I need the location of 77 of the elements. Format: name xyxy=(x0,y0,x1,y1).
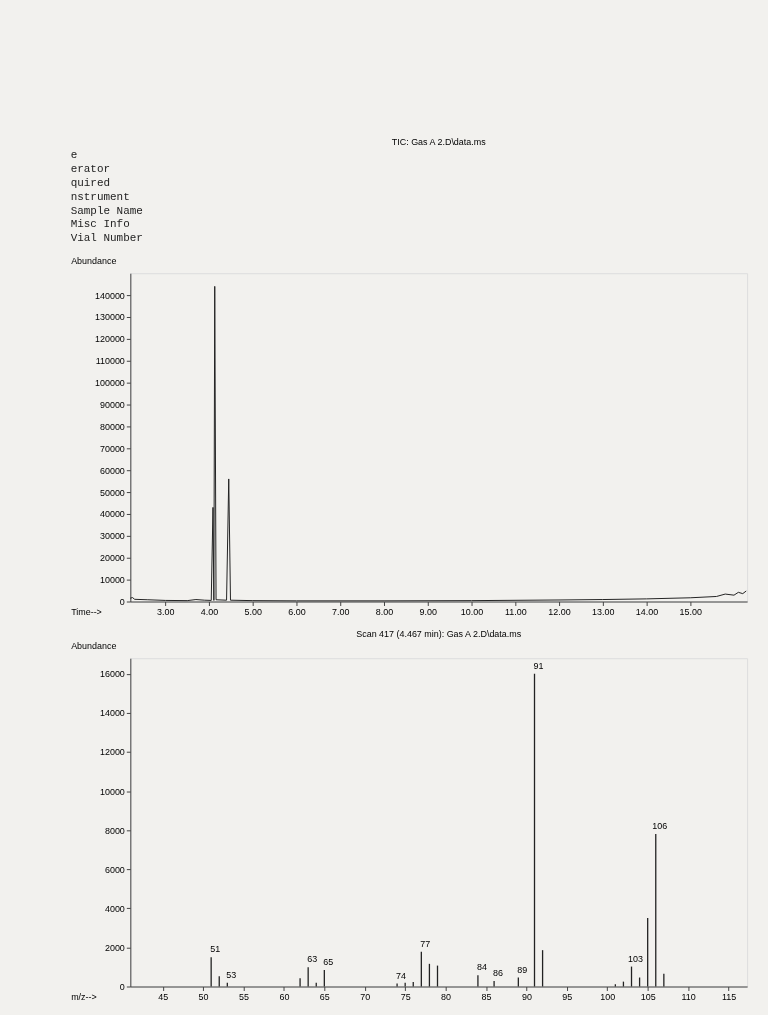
text: 53 xyxy=(226,969,237,980)
x-axis-title: m/z--> xyxy=(71,991,97,1002)
text: erator xyxy=(70,162,111,175)
x-tick-label: 95 xyxy=(562,991,573,1002)
x-tick-label: 7.00 xyxy=(332,606,350,617)
x-tick-label: 8.00 xyxy=(375,606,394,617)
y-tick-label: 0 xyxy=(119,596,125,607)
x-tick-label: 3.00 xyxy=(157,606,175,617)
y-tick-label: 90000 xyxy=(99,400,125,411)
chart-title: Scan 417 (4.467 min): Gas A 2.D\data.ms xyxy=(356,629,522,640)
text: 89 xyxy=(517,964,528,975)
text: 84 xyxy=(476,962,487,973)
y-tick-label: 60000 xyxy=(99,465,125,476)
text: Sample Name xyxy=(70,204,143,217)
x-tick-label: 55 xyxy=(239,991,249,1002)
x-tick-label: 85 xyxy=(481,991,492,1002)
text: 65 xyxy=(323,956,334,967)
text: 77 xyxy=(420,938,431,949)
y-tick-label: 4000 xyxy=(104,903,125,914)
y-tick-label: 40000 xyxy=(99,509,125,520)
x-tick-label: 4.00 xyxy=(200,606,219,617)
text: Vial Number xyxy=(70,232,143,245)
y-tick-label: 10000 xyxy=(99,575,125,586)
y-tick-label: 70000 xyxy=(99,443,125,454)
y-axis-title: Abundance xyxy=(71,255,117,266)
y-tick-label: 10000 xyxy=(99,786,125,797)
y-axis-title: Abundance xyxy=(71,640,117,651)
x-tick-label: 45 xyxy=(158,991,169,1002)
x-tick-label: 14.00 xyxy=(635,606,659,617)
x-tick-label: 12.00 xyxy=(548,606,571,617)
text: 91 xyxy=(533,660,544,671)
text: 63 xyxy=(307,954,318,965)
text: nstrument xyxy=(70,190,130,203)
text: e xyxy=(70,148,78,161)
x-tick-label: 9.00 xyxy=(419,606,437,617)
x-tick-label: 80 xyxy=(441,991,452,1002)
x-tick-label: 100 xyxy=(600,991,616,1002)
x-tick-label: 11.00 xyxy=(504,606,527,617)
y-tick-label: 8000 xyxy=(104,825,125,836)
text: quired xyxy=(70,176,111,189)
x-tick-label: 70 xyxy=(360,991,371,1002)
x-tick-label: 75 xyxy=(400,991,411,1002)
y-tick-label: 80000 xyxy=(99,421,125,432)
y-tick-label: 2000 xyxy=(104,942,125,953)
y-tick-label: 140000 xyxy=(95,290,125,301)
x-tick-label: 105 xyxy=(640,991,656,1002)
y-tick-label: 16000 xyxy=(99,669,125,680)
x-tick-label: 10.00 xyxy=(460,606,484,617)
text: 106 xyxy=(652,821,668,832)
y-tick-label: 14000 xyxy=(99,708,125,719)
y-tick-label: 6000 xyxy=(104,864,125,875)
x-axis-title: Time--> xyxy=(71,606,102,617)
x-tick-label: 60 xyxy=(279,991,290,1002)
chart-title: TIC: Gas A 2.D\data.ms xyxy=(391,136,487,147)
y-tick-label: 110000 xyxy=(95,356,125,367)
x-tick-label: 13.00 xyxy=(592,606,615,617)
x-tick-label: 5.00 xyxy=(244,606,263,617)
x-tick-label: 50 xyxy=(198,991,209,1002)
y-tick-label: 30000 xyxy=(99,531,125,542)
x-tick-label: 110 xyxy=(681,991,696,1002)
text: Misc Info xyxy=(70,218,130,231)
x-tick-label: 65 xyxy=(319,991,330,1002)
x-tick-label: 115 xyxy=(721,991,737,1002)
y-tick-label: 120000 xyxy=(95,334,125,345)
x-tick-label: 90 xyxy=(521,991,532,1002)
text: 74 xyxy=(396,970,407,981)
text: 86 xyxy=(493,968,504,979)
text: 103 xyxy=(628,953,643,964)
y-tick-label: 100000 xyxy=(95,378,125,389)
text: 51 xyxy=(210,944,221,955)
x-tick-label: 15.00 xyxy=(679,606,702,617)
y-tick-label: 20000 xyxy=(99,553,125,564)
x-tick-label: 6.00 xyxy=(288,606,306,617)
y-tick-label: 12000 xyxy=(99,747,125,758)
y-tick-label: 50000 xyxy=(99,487,125,498)
y-tick-label: 130000 xyxy=(95,312,125,323)
y-tick-label: 0 xyxy=(119,981,125,992)
